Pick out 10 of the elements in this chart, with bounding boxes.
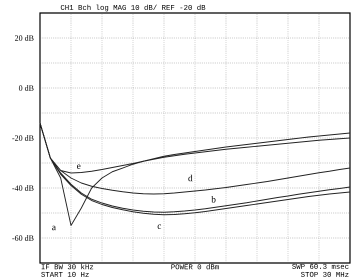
annotation: c xyxy=(158,224,162,229)
annotation: a xyxy=(52,226,56,230)
annotation: d xyxy=(188,174,193,182)
y-tick-label: 0 dB xyxy=(18,85,34,91)
annotation: b xyxy=(211,196,216,203)
y-tick-label: -40 dB xyxy=(12,185,34,191)
y-tick-label: -20 dB xyxy=(12,135,34,141)
y-tick-label: 20 dB xyxy=(14,35,34,41)
y-tick-label: -60 dB xyxy=(12,235,34,241)
annotation: e xyxy=(77,164,80,169)
